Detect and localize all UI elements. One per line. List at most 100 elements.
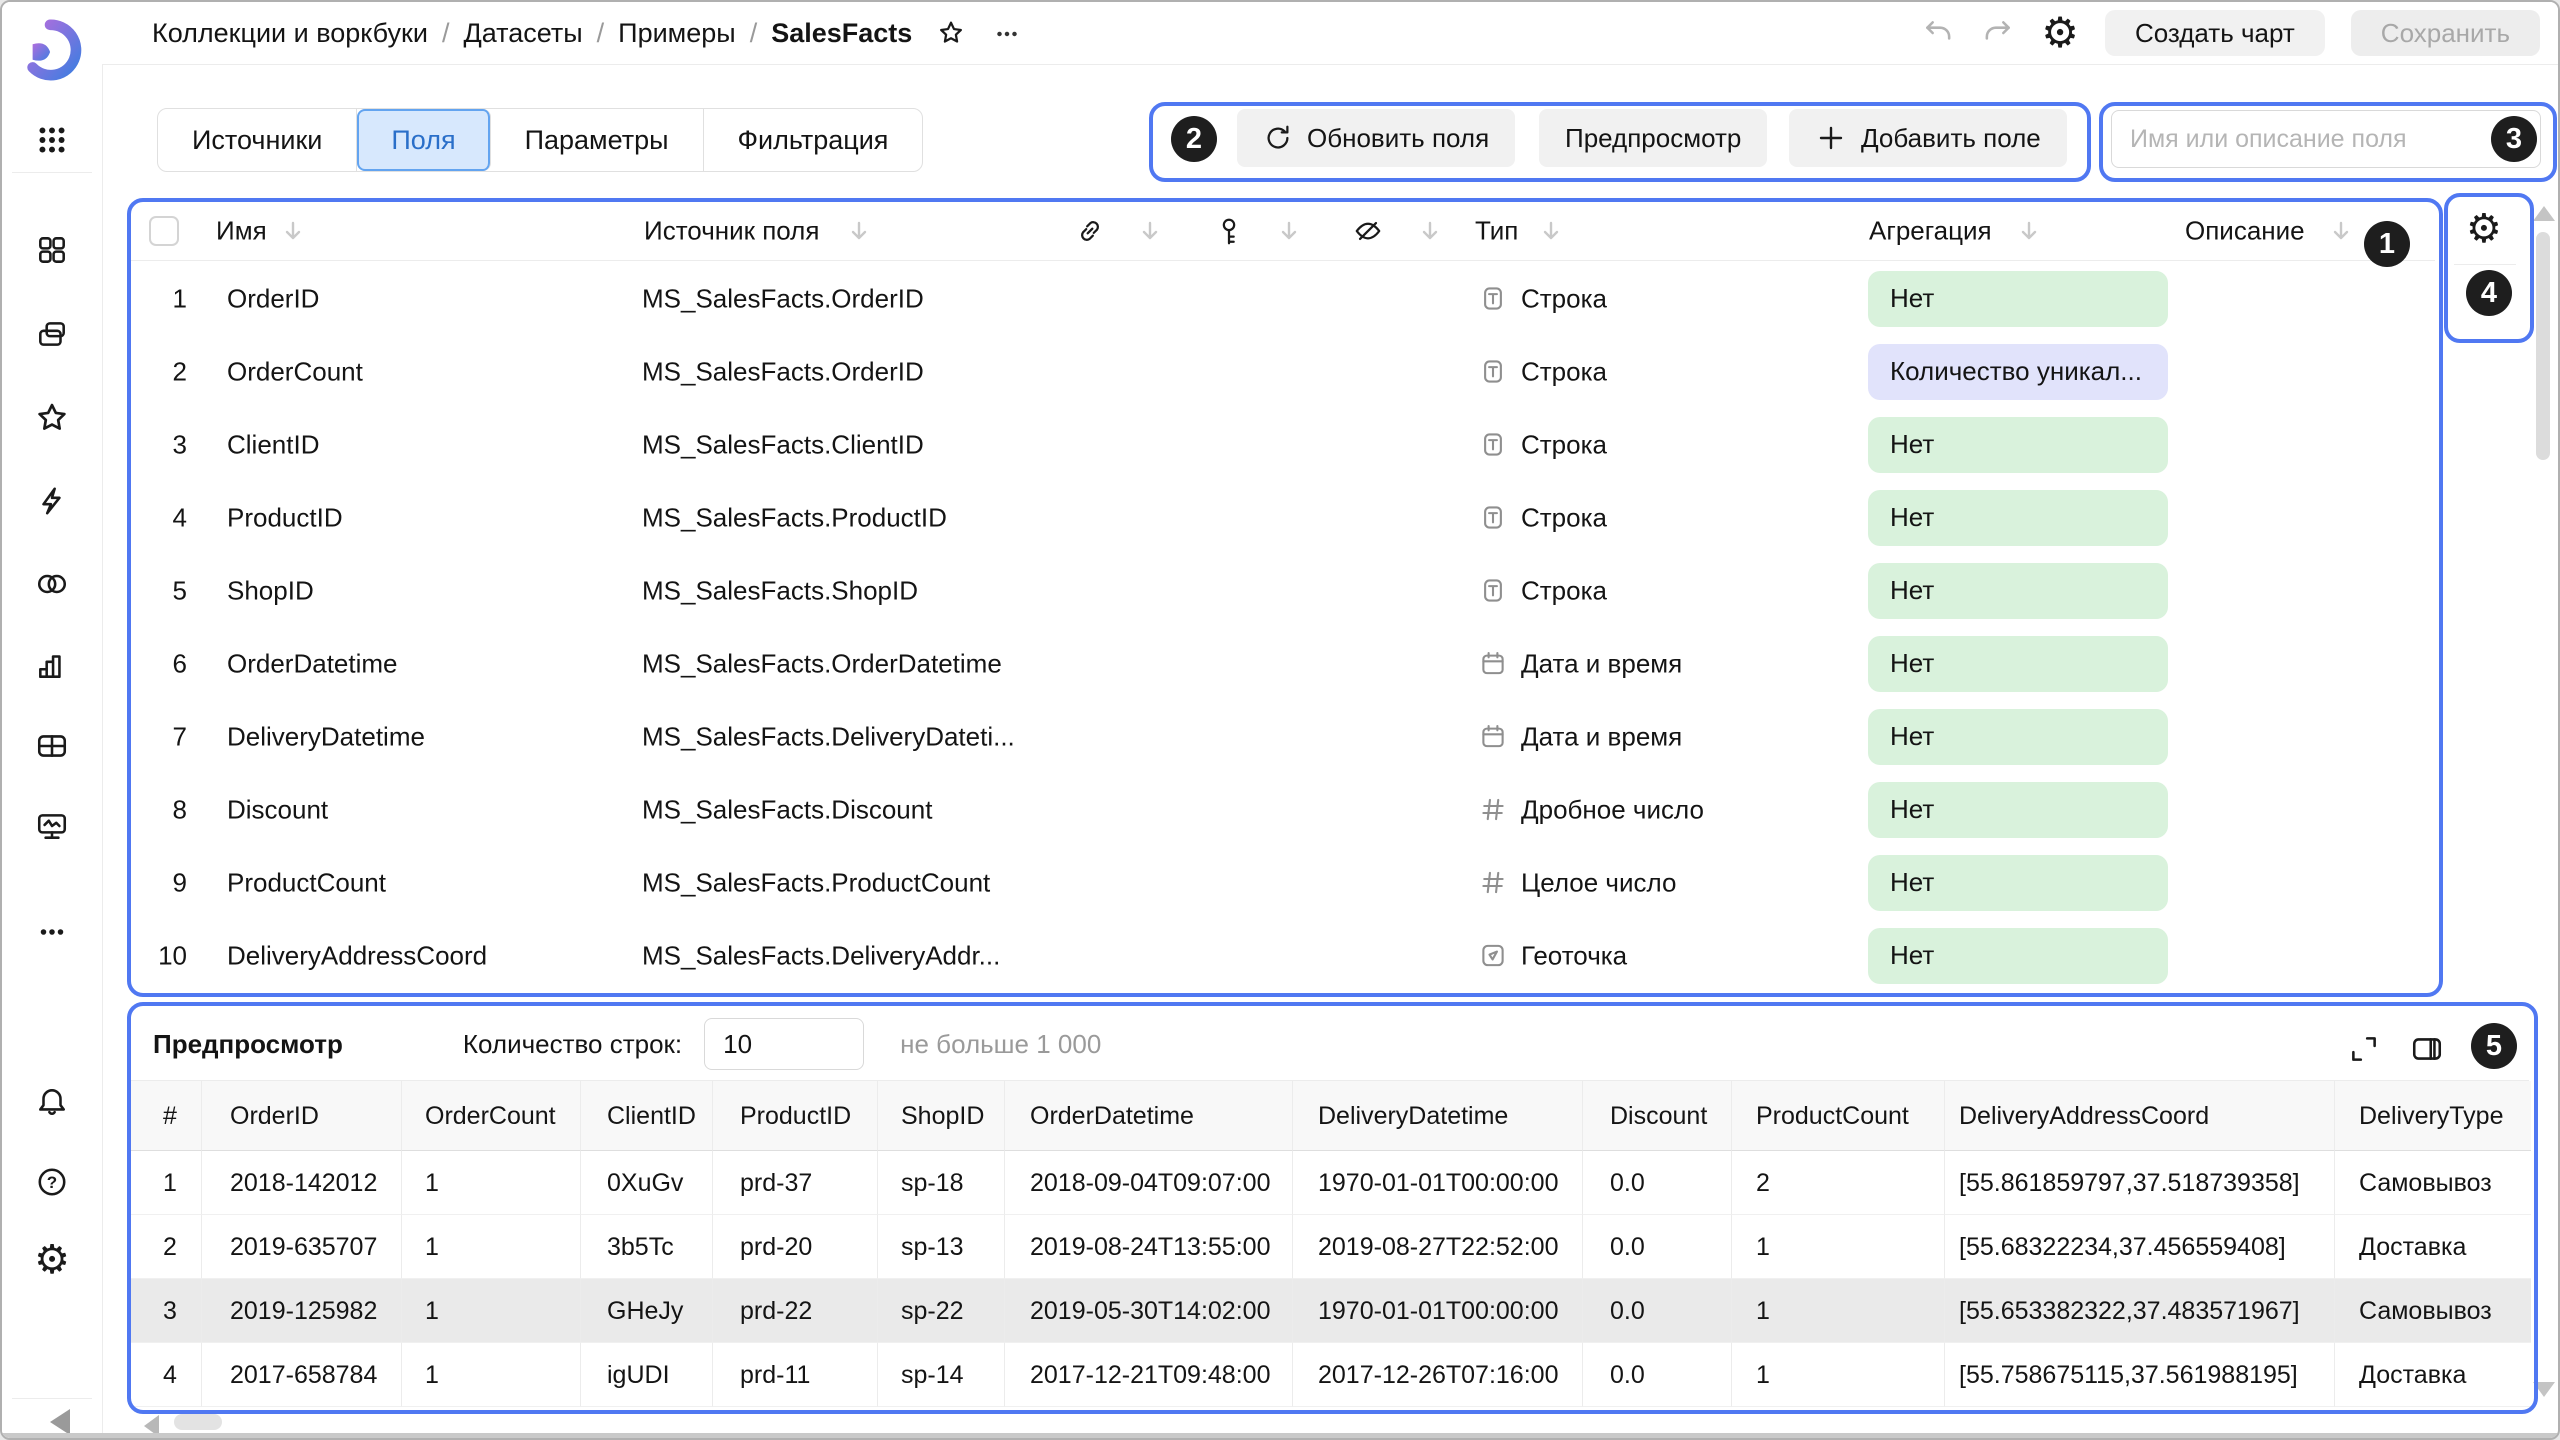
field-name[interactable]: OrderID [227,283,320,313]
tab-1[interactable]: Поля [357,109,491,171]
sort-arrow-icon[interactable] [1138,219,1162,243]
sidebar-item-connections[interactable] [35,567,69,601]
tab-3[interactable]: Фильтрация [737,124,889,155]
sort-arrow-icon[interactable] [281,219,305,243]
sort-arrow-icon[interactable] [847,219,871,243]
field-type[interactable]: Дробное число [1479,794,1704,825]
undo-icon[interactable] [1921,16,1955,50]
sidebar-item-workbooks[interactable] [35,233,69,267]
field-row[interactable]: 9 ProductCount MS_SalesFacts.ProductCount Ц… [129,846,2435,919]
field-name[interactable]: Discount [227,794,329,824]
sidebar-item-collections[interactable] [35,317,69,351]
field-name[interactable]: DeliveryAddressCoord [227,940,488,970]
aggregation-select[interactable]: Нет [1868,416,2168,473]
field-row[interactable]: 6 OrderDatetime MS_SalesFacts.OrderDatetim… [129,627,2435,700]
favorite-star-icon[interactable] [936,18,966,48]
column-header-aggregation[interactable]: Агрегация [1869,215,1992,246]
tab-0[interactable]: Источники [158,109,358,171]
field-type[interactable]: Строка [1479,283,1607,314]
scroll-up-arrow[interactable] [2533,206,2555,221]
link-icon[interactable] [1075,216,1105,246]
preview-rows-input[interactable] [704,1018,865,1070]
column-header-name[interactable]: Имя [216,215,267,246]
notifications-bell-icon[interactable] [35,1085,69,1119]
field-name[interactable]: OrderDatetime [227,648,398,678]
sidebar-item-charts[interactable] [35,648,69,682]
aggregation-select[interactable]: Нет [1868,781,2168,838]
column-header-description[interactable]: Описание [2185,215,2305,246]
field-row[interactable]: 7 DeliveryDatetime MS_SalesFacts.DeliveryD… [129,700,2435,773]
sort-arrow-icon[interactable] [1277,219,1301,243]
column-header-source[interactable]: Источник поля [644,215,820,246]
sort-arrow-icon[interactable] [2329,219,2353,243]
redo-icon[interactable] [1981,16,2015,50]
aggregation-select[interactable]: Нет [1868,927,2168,984]
sort-arrow-icon[interactable] [2017,219,2041,243]
sidebar-more-icon[interactable] [35,915,69,949]
field-type[interactable]: Строка [1479,575,1607,606]
hidden-eye-icon[interactable] [1353,216,1383,246]
field-row[interactable]: 5 ShopID MS_SalesFacts.ShopID Строка Нет [129,554,2435,627]
field-row[interactable]: 4 ProductID MS_SalesFacts.ProductID Строка Н… [129,481,2435,554]
key-icon[interactable] [1214,216,1244,246]
field-name[interactable]: DeliveryDatetime [227,721,425,751]
field-name[interactable]: ProductCount [227,867,386,897]
field-search-input[interactable] [2111,110,2541,168]
sort-arrow-icon[interactable] [1418,219,1442,243]
aggregation-select[interactable]: Нет [1868,489,2168,546]
add-field-button[interactable]: Добавить поле [1789,109,2067,167]
help-icon[interactable]: ? [35,1165,69,1199]
tab-2[interactable]: Параметры [491,109,704,171]
sidebar-item-dashboards[interactable] [35,809,69,843]
scroll-left-arrow[interactable] [144,1415,159,1437]
breadcrumb-examples[interactable]: Примеры [618,17,736,48]
sidebar-item-quick[interactable] [35,484,69,518]
field-type[interactable]: Строка [1479,502,1607,533]
side-panel-layout-icon[interactable] [2410,1032,2444,1066]
expand-preview-icon[interactable] [2347,1032,2381,1066]
sidebar-item-favorites[interactable] [34,400,70,436]
field-type[interactable]: Геоточка [1479,940,1627,971]
field-name[interactable]: ProductID [227,502,343,532]
aggregation-select[interactable]: Нет [1868,562,2168,619]
aggregation-select[interactable]: Нет [1868,635,2168,692]
field-row[interactable]: 10 DeliveryAddressCoord MS_SalesFacts.Deli… [129,919,2435,992]
sidebar-item-tables[interactable] [35,729,69,763]
collapse-arrow-icon[interactable] [50,1409,70,1435]
field-row[interactable]: 2 OrderCount MS_SalesFacts.OrderID Строка Ко… [129,335,2435,408]
field-row[interactable]: 1 OrderID MS_SalesFacts.OrderID Строка Нет [129,262,2435,335]
field-row[interactable]: 8 Discount MS_SalesFacts.Discount Дробное ч… [129,773,2435,846]
aggregation-select[interactable]: Нет [1868,854,2168,911]
aggregation-select[interactable]: Количество уникал... [1868,343,2168,400]
preview-toggle-button[interactable]: Предпросмотр [1539,109,1768,167]
horizontal-scrollbar-thumb[interactable] [174,1414,222,1430]
refresh-fields-button[interactable]: Обновить поля [1237,109,1516,167]
save-button[interactable]: Сохранить [2350,10,2540,56]
breadcrumb-datasets[interactable]: Датасеты [463,17,583,48]
field-row[interactable]: 3 ClientID MS_SalesFacts.ClientID Строка Нет [129,408,2435,481]
field-type[interactable]: Строка [1479,356,1607,387]
vertical-scrollbar-thumb[interactable] [2536,232,2550,460]
breadcrumb-collections[interactable]: Коллекции и воркбуки [152,17,428,48]
field-name[interactable]: ShopID [227,575,314,605]
field-type[interactable]: Строка [1479,429,1607,460]
aggregation-select[interactable]: Нет [1868,708,2168,765]
aggregation-select[interactable]: Нет [1868,270,2168,327]
preview-scroll-down-arrow[interactable] [2533,1382,2555,1397]
preview-column-header: # [131,1081,202,1151]
datalens-logo[interactable] [21,19,83,81]
apps-grid-icon[interactable] [35,123,69,157]
table-settings-gear-icon[interactable]: ⚙ [2466,207,2502,251]
sort-arrow-icon[interactable] [1539,219,1563,243]
select-all-checkbox[interactable] [149,216,179,246]
field-type[interactable]: Целое число [1479,867,1676,898]
field-name[interactable]: OrderCount [227,356,363,386]
field-type[interactable]: Дата и время [1479,648,1682,679]
column-header-type[interactable]: Тип [1475,215,1519,246]
field-name[interactable]: ClientID [227,429,320,459]
more-options-icon[interactable] [992,18,1022,48]
settings-gear-icon[interactable]: ⚙ [34,1238,70,1282]
dataset-settings-gear-icon[interactable]: ⚙ [2041,9,2079,56]
field-type[interactable]: Дата и время [1479,721,1682,752]
create-chart-button[interactable]: Создать чарт [2104,10,2325,56]
